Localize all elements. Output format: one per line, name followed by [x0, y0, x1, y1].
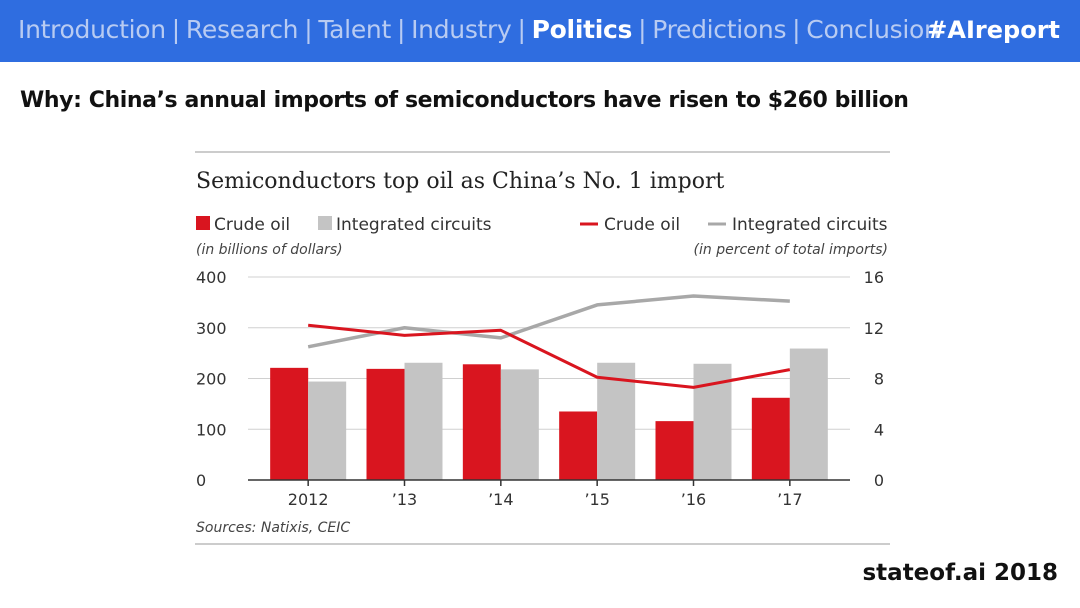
x-tick-label: ’13 — [392, 490, 417, 509]
footer-brand: stateof.ai 2018 — [862, 560, 1058, 586]
nav-item-politics[interactable]: Politics — [531, 15, 633, 44]
nav-item-industry[interactable]: Industry — [411, 15, 512, 44]
nav-separator: | — [171, 15, 180, 44]
x-tick-label: ’15 — [584, 490, 609, 509]
chart-source: Sources: Natixis, CEIC — [196, 520, 350, 536]
x-tick-label: 2012 — [288, 490, 329, 509]
y-tick-label-right: 12 — [864, 319, 884, 338]
line-integrated-circuits — [307, 294, 790, 349]
y-tick-label-left: 200 — [196, 370, 227, 389]
nav-item-research[interactable]: Research — [185, 15, 299, 44]
import-chart: Semiconductors top oil as China’s No. 1 … — [195, 151, 890, 545]
nav-item-predictions[interactable]: Predictions — [652, 15, 787, 44]
y-tick-label-right: 16 — [864, 268, 884, 287]
legend-label-crude-line: Crude oil — [604, 215, 680, 235]
bar-crude-oil — [751, 397, 790, 480]
nav-item-talent[interactable]: Talent — [318, 15, 391, 44]
y-tick-label-right: 0 — [874, 471, 884, 490]
legend-swatch-ic-bar — [318, 216, 332, 230]
bar-integrated-circuits — [789, 348, 828, 480]
bar-unit-label: (in billions of dollars) — [196, 242, 343, 258]
section-nav: Introduction | Research | Talent | Industry | Po… — [18, 15, 940, 44]
x-tick-label: ’14 — [488, 490, 513, 509]
line-crude-oil — [308, 323, 791, 389]
bar-crude-oil — [270, 367, 309, 480]
bar-integrated-circuits — [597, 362, 636, 480]
bar-integrated-circuits — [308, 381, 347, 480]
nav-item-introduction[interactable]: Introduction — [18, 15, 166, 44]
slide-headline: Why: China’s annual imports of semicondu… — [20, 88, 909, 113]
bar-crude-oil — [366, 368, 405, 480]
y-tick-label-right: 8 — [874, 370, 884, 389]
x-tick-label: ’16 — [681, 490, 706, 509]
legend-label-ic-bar: Integrated circuits — [336, 215, 492, 235]
nav-separator: | — [396, 15, 406, 44]
bar-crude-oil — [655, 421, 694, 480]
nav-item-conclusion[interactable]: Conclusion — [806, 15, 940, 44]
bar-integrated-circuits — [500, 369, 539, 480]
legend-label-ic-line: Integrated circuits — [732, 215, 888, 235]
bar-crude-oil — [462, 364, 501, 480]
bar-integrated-circuits — [404, 362, 443, 480]
y-tick-label-left: 400 — [196, 268, 227, 287]
y-tick-label-left: 300 — [196, 319, 227, 338]
y-tick-label-right: 4 — [874, 420, 884, 439]
chart-title: Semiconductors top oil as China’s No. 1 … — [196, 169, 724, 194]
nav-separator: | — [517, 15, 526, 44]
y-tick-label-left: 0 — [196, 471, 206, 490]
y-tick-label-left: 100 — [196, 420, 227, 439]
legend-label-crude-bar: Crude oil — [214, 215, 290, 235]
bar-crude-oil — [559, 411, 598, 480]
hashtag-label: #AIreport — [927, 16, 1060, 44]
x-tick-label: ’17 — [777, 490, 802, 509]
legend-swatch-crude-bar — [196, 216, 210, 230]
nav-separator: | — [304, 15, 313, 44]
line-unit-label: (in percent of total imports) — [694, 242, 888, 258]
nav-separator: | — [638, 15, 647, 44]
chart-container: Semiconductors top oil as China’s No. 1 … — [190, 150, 890, 546]
top-nav-bar: Introduction | Research | Talent | Industry | Po… — [0, 0, 1080, 62]
nav-separator: | — [792, 15, 801, 44]
